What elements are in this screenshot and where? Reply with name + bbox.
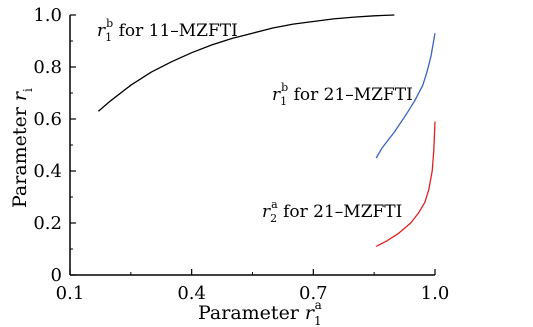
y-tick-label: 0.8 xyxy=(33,57,62,78)
series-layer xyxy=(97,14,436,247)
x-axis-ticks: 0.1 0.4 0.7 1.0 xyxy=(56,269,450,304)
x-tick-label: 0.4 xyxy=(177,283,206,304)
y-tick-label: 0.2 xyxy=(33,213,62,234)
series-line-1 xyxy=(97,14,395,112)
y-axis-title: Parameterri xyxy=(9,88,35,208)
x-tick-label: 0.7 xyxy=(299,283,328,304)
y-axis-ticks: 0 0.2 0.4 0.6 0.8 1.0 xyxy=(33,5,76,286)
series-line-2 xyxy=(375,33,436,159)
x-axis-title: Parameter r1a xyxy=(198,298,322,327)
annotation-series-1: r1b for 11–MZFTI xyxy=(97,17,238,44)
x-tick-label: 0.1 xyxy=(56,283,85,304)
y-tick-label: 1.0 xyxy=(33,5,62,26)
plot-axes xyxy=(69,15,435,276)
y-tick-label: 0.6 xyxy=(33,109,62,130)
annotation-series-3: r2a for 21–MZFTI xyxy=(262,198,402,225)
annotation-series-2: r1b for 21–MZFTI xyxy=(272,81,413,108)
y-tick-label: 0.4 xyxy=(33,161,62,182)
x-tick-label: 1.0 xyxy=(421,283,450,304)
y-tick-label: 0 xyxy=(51,265,62,286)
series-line-3 xyxy=(375,121,436,247)
